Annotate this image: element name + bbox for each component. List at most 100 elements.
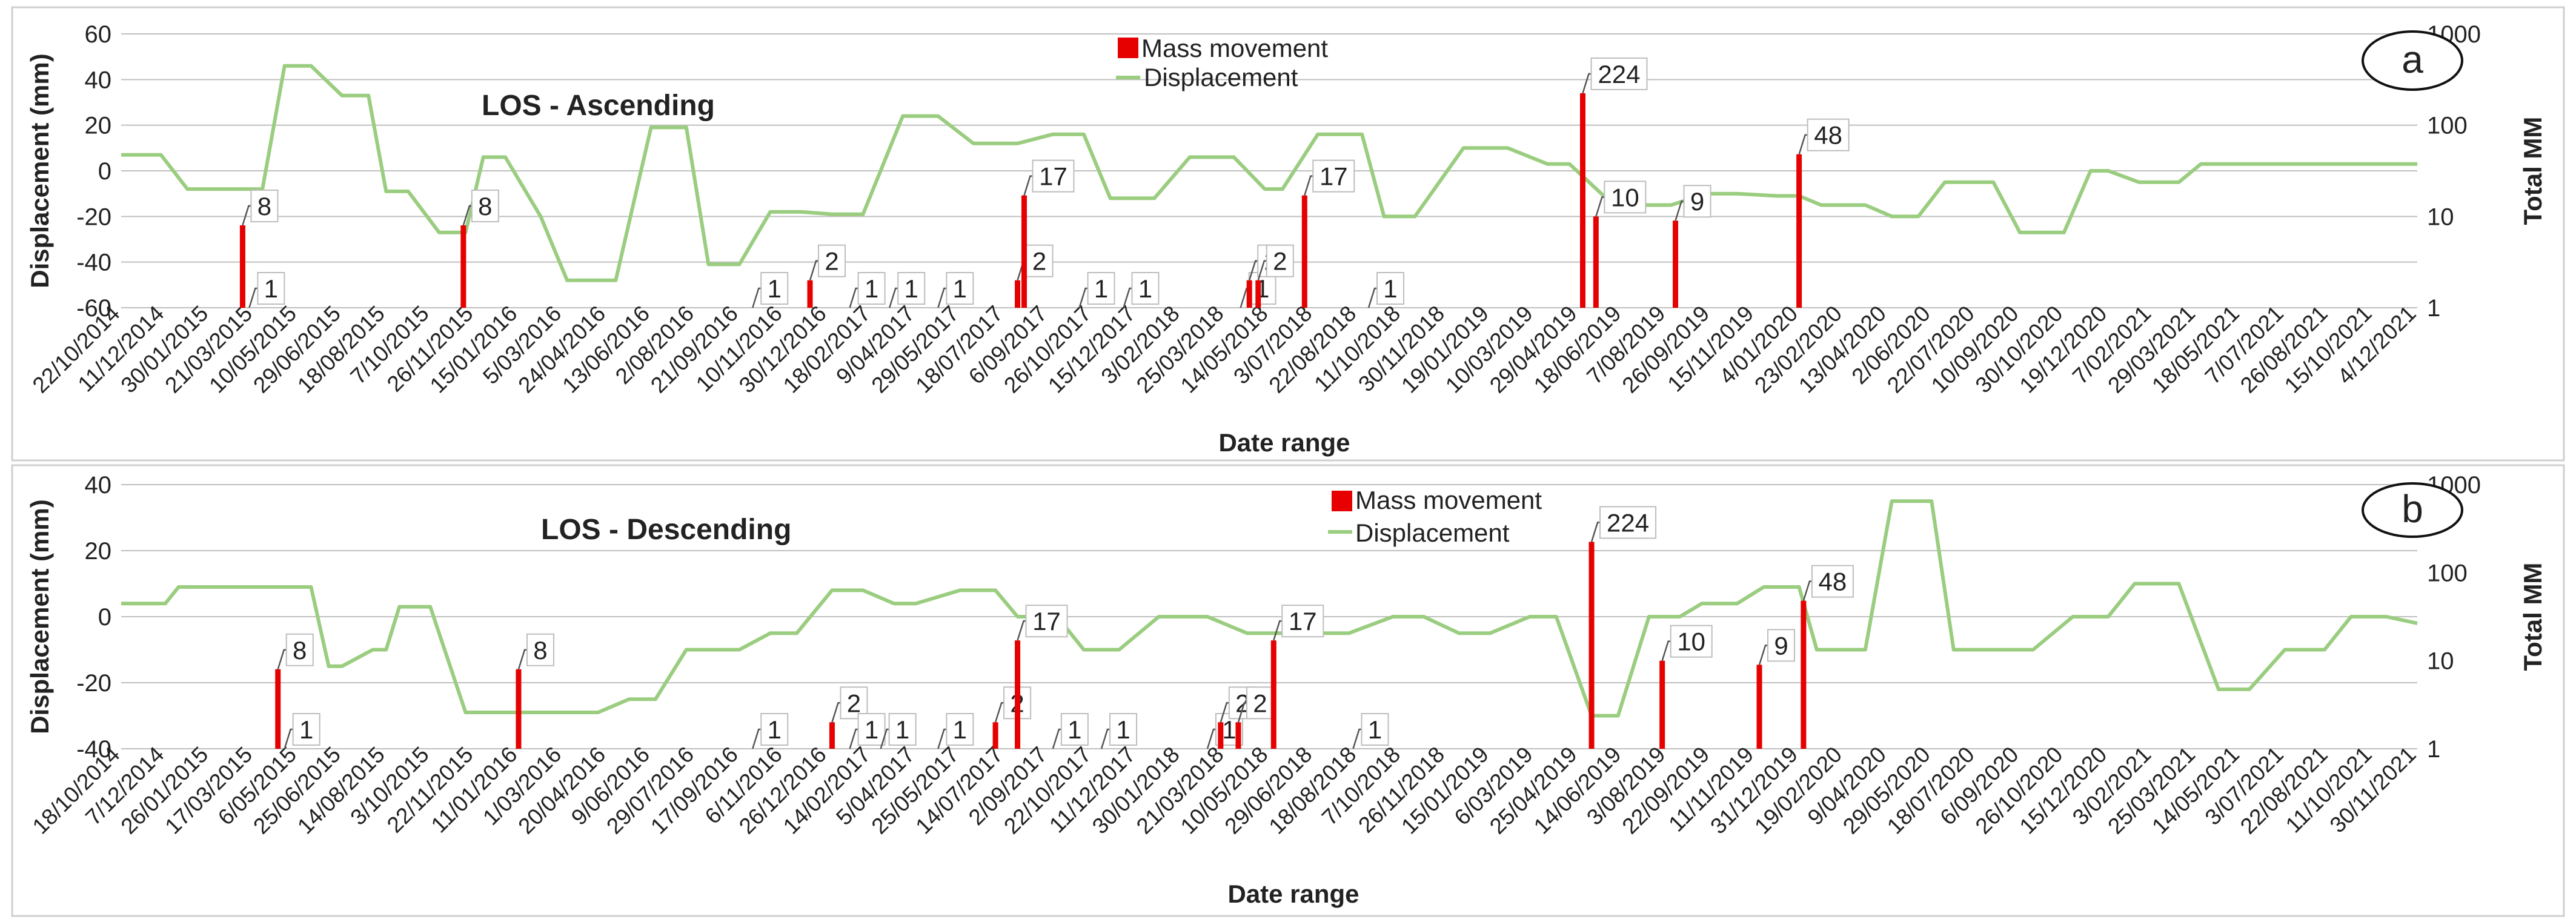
data-label-box [1131, 272, 1160, 305]
data-label-box [857, 272, 886, 305]
data-label-box [760, 713, 789, 746]
data-label-box [1683, 185, 1711, 218]
mass-movement-bar [1659, 660, 1665, 749]
data-label-box [1087, 272, 1115, 305]
data-label-box [1266, 244, 1294, 277]
data-label: 1 [264, 274, 278, 303]
y2-axis-title: Total MM [2518, 563, 2547, 671]
panel-letter: b [2402, 487, 2423, 531]
data-label: 2 [1235, 689, 1249, 717]
y-tick-label: 40 [85, 472, 112, 499]
y2-axis-title: Total MM [2518, 117, 2547, 225]
data-label-box [1811, 565, 1854, 598]
y-tick-label: -60 [76, 295, 111, 322]
panel-frame [11, 464, 2565, 917]
data-label: 1 [1368, 715, 1382, 744]
data-label: 1 [1116, 715, 1130, 744]
data-label-box [1599, 506, 1657, 539]
mass-movement-bar [516, 669, 522, 749]
y2-tick-label: 100 [2427, 560, 2468, 586]
data-label: 8 [478, 192, 492, 221]
mass-movement-bar [1255, 280, 1261, 308]
mass-movement-bar [1756, 665, 1762, 749]
mass-movement-bar [1801, 600, 1807, 749]
data-label: 10 [1611, 183, 1639, 211]
mass-movement-bar [275, 669, 281, 749]
mass-movement-bar [1579, 93, 1585, 308]
displacement-line [121, 64, 2417, 282]
data-label-leader [809, 260, 818, 281]
legend-displacement-label: Displacement [1144, 63, 1298, 91]
data-label-leader [1052, 728, 1061, 749]
data-label-box [1025, 605, 1068, 638]
data-label: 1 [1383, 274, 1397, 303]
data-label: 1 [299, 715, 313, 744]
data-label-box [1361, 713, 1389, 746]
data-label-leader [277, 649, 287, 670]
data-label: 1 [865, 715, 878, 744]
mass-movement-bar [1235, 722, 1241, 749]
data-label-leader [1352, 728, 1362, 749]
data-label: 224 [1607, 508, 1649, 537]
data-label-leader [1798, 134, 1808, 155]
mass-movement-bar [1015, 280, 1021, 308]
y-tick-label: -40 [76, 736, 111, 763]
data-label: 1 [1138, 274, 1152, 303]
data-label: 9 [1690, 187, 1704, 216]
data-label: 8 [293, 636, 307, 665]
data-label-box [257, 272, 285, 305]
data-label: 1 [1067, 715, 1081, 744]
data-label-leader [1273, 620, 1283, 641]
data-label-leader [1802, 580, 1812, 602]
data-label-leader [994, 702, 1004, 723]
mass-movement-bar [807, 280, 813, 308]
data-label-leader [517, 649, 527, 670]
data-label-leader [1661, 640, 1671, 662]
data-label: 1 [953, 274, 967, 303]
data-label-leader [849, 728, 858, 749]
data-label: 1 [895, 715, 909, 744]
data-label-leader [1758, 645, 1768, 665]
mass-movement-bar [1270, 640, 1276, 749]
data-label-leader [752, 287, 762, 308]
data-label-leader [1257, 260, 1267, 281]
data-label-box [1767, 629, 1796, 662]
panel-letter-badge [2362, 30, 2463, 91]
data-label-box [1025, 244, 1054, 277]
data-label-box [897, 272, 926, 305]
data-label: 2 [1253, 689, 1267, 717]
data-label-leader [1220, 702, 1229, 723]
data-label-box [1670, 625, 1713, 658]
data-label: 9 [1774, 631, 1788, 660]
y2-tick-label: 100 [2427, 113, 2468, 139]
y-tick-label: 40 [85, 67, 112, 93]
data-label: 8 [257, 192, 271, 221]
data-label-box [1376, 272, 1404, 305]
data-label-leader [1123, 287, 1132, 308]
data-label: 224 [1598, 60, 1640, 88]
panel-frame [11, 6, 2565, 462]
data-label: 1 [1222, 715, 1236, 744]
data-label-box [1281, 605, 1324, 638]
data-label-leader [849, 287, 858, 308]
legend-mass-movement-label: Mass movement [1141, 34, 1328, 62]
data-label-leader [937, 728, 947, 749]
data-label-leader [937, 287, 947, 308]
data-label: 48 [1814, 121, 1842, 150]
y2-tick-label: 1 [2427, 736, 2440, 763]
data-label: 2 [1032, 247, 1046, 276]
legend-mass-movement-label: Mass movement [1355, 486, 1542, 514]
mass-movement-bar [1796, 154, 1802, 308]
data-label: 1 [768, 715, 782, 744]
data-label-leader [1023, 175, 1033, 196]
data-label-box [1109, 713, 1138, 746]
data-label-leader [1675, 200, 1684, 221]
legend-displacement-label: Displacement [1355, 519, 1510, 547]
mass-movement-bar [1588, 542, 1595, 749]
mass-movement-bar [1021, 195, 1027, 308]
data-label-box [760, 272, 789, 305]
data-label: 17 [1320, 162, 1348, 191]
data-label: 17 [1032, 607, 1061, 635]
data-label-box [1807, 118, 1850, 151]
data-label-box [471, 189, 499, 222]
